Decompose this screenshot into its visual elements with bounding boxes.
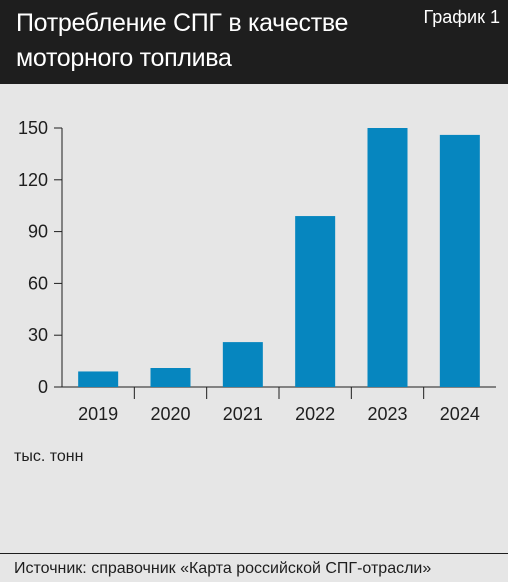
bar-2020 [150,368,191,387]
chart-number-label: График 1 [423,7,500,27]
chart-title: Потребление СПГ в качестве моторного топ… [16,9,349,72]
x-tick-label: 2019 [78,404,118,424]
bar-2021 [222,342,263,387]
y-tick-label: 30 [28,325,48,345]
y-tick-label: 90 [28,222,48,242]
footer-divider [0,553,508,554]
bar-2019 [78,371,119,387]
bar-chart: 0 30 60 90 120 150 2019 2020 2021 2022 2023 2024 [18,118,496,424]
unit-label: тыс. тонн [14,448,84,465]
x-tick-label: 2022 [295,404,335,424]
bar-2024 [439,134,480,387]
y-tick-label: 150 [18,118,48,138]
x-tick-label: 2021 [223,404,263,424]
x-tick-label: 2024 [440,404,480,424]
source-note: Источник: справочник «Карта российской С… [14,560,432,577]
x-tick-label: 2023 [367,404,407,424]
y-tick-label: 0 [38,377,48,397]
x-tick-label: 2020 [150,404,190,424]
y-tick-label: 60 [28,273,48,293]
chart-header: Потребление СПГ в качестве моторного топ… [0,0,508,84]
y-tick-label: 120 [18,170,48,190]
bar-2023 [367,128,408,387]
bar-2022 [295,216,336,387]
